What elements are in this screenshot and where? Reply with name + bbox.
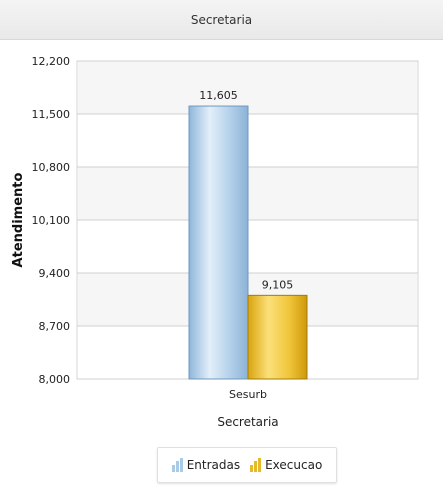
bar-chart-icon [171,458,183,472]
y-tick-label: 8,000 [39,373,71,386]
y-tick-label: 11,500 [32,108,71,121]
x-axis-title: Secretaria [217,415,278,429]
y-tick-label: 8,700 [39,320,71,333]
data-label: 9,105 [262,278,294,291]
y-tick-label: 10,800 [32,161,71,174]
legend-label-entradas: Entradas [186,458,241,472]
y-tick-label: 10,100 [32,214,71,227]
grid-band [78,61,417,114]
y-axis-title: Atendimento [11,172,26,267]
legend-label-execucao: Execucao [265,458,323,472]
data-label: 11,605 [199,89,238,102]
legend-item-entradas[interactable]: Entradas [171,458,241,472]
chart-title-bar: Secretaria [0,0,443,40]
x-tick-label: Sesurb [229,388,267,401]
bar-chart-icon [250,458,262,472]
y-tick-label: 12,200 [32,55,71,68]
y-tick-label: 9,400 [39,267,71,280]
bar-entradas[interactable] [188,105,249,380]
chart-title: Secretaria [190,12,253,27]
legend-item-execucao[interactable]: Execucao [250,458,322,472]
bar-execucao[interactable] [247,294,308,380]
chart-legend: Entradas Execucao [157,447,337,483]
